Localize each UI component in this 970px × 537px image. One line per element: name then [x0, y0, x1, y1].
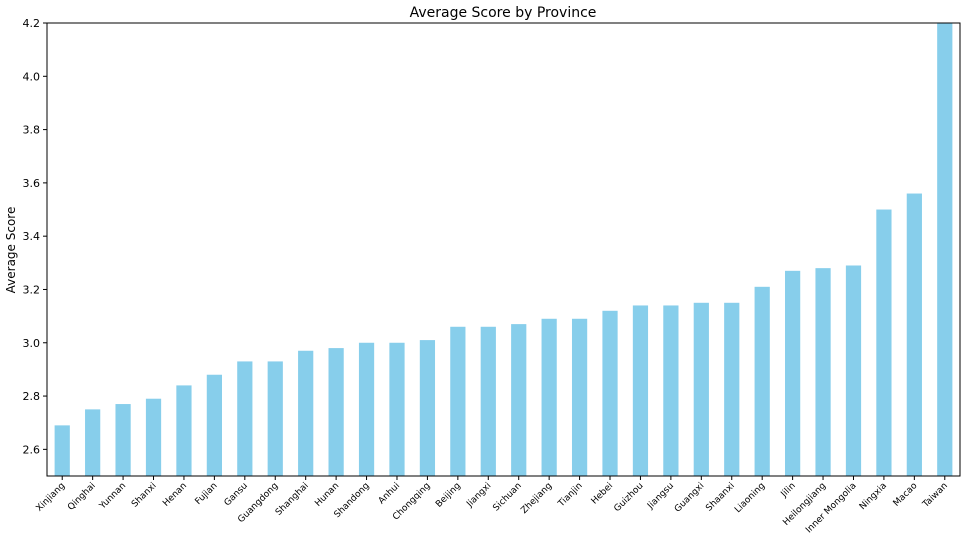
y-axis-label: Average Score	[4, 207, 18, 294]
x-tick-label: Henan	[161, 481, 189, 509]
x-tick-label: Liaoning	[733, 481, 767, 515]
bar-liaoning	[754, 286, 770, 476]
x-tick-label: Taiwan	[920, 481, 949, 510]
bar-tianjin	[571, 318, 588, 476]
y-tick-label: 3.4	[23, 230, 41, 243]
bar-hunan	[328, 348, 344, 476]
bar-ningxia	[876, 209, 892, 476]
bar-beijing	[450, 326, 466, 476]
y-tick-label: 3.0	[23, 337, 41, 350]
bar-guizhou	[632, 305, 649, 476]
plot-frame	[46, 22, 961, 477]
x-tick-label: Gansu	[223, 481, 250, 508]
bar-guangdong	[267, 361, 283, 476]
bar-fujian	[206, 374, 222, 476]
y-axis-ticks: 2.6 2.8 3.0 3.2 3.4 3.6 3.8 4.0 4.2	[23, 17, 47, 456]
bar-yunnan	[115, 404, 131, 476]
x-tick-label: Jiangsu	[645, 481, 676, 512]
bar-shanxi	[145, 398, 162, 476]
bar-guangxi	[693, 302, 709, 476]
y-tick-label: 2.8	[23, 390, 41, 403]
x-tick-label: Beijing	[434, 481, 463, 510]
chart-title: Average Score by Province	[410, 5, 597, 21]
bar-xinjiang	[54, 425, 70, 476]
bar-jiangxi	[480, 326, 496, 476]
bar-inner-mongolia	[845, 265, 862, 476]
bar-anhui	[389, 342, 405, 476]
x-tick-label: Jiangxi	[464, 481, 493, 510]
bar-shandong	[358, 342, 375, 476]
bar-macao	[906, 193, 922, 477]
x-tick-label: Qinghai	[66, 481, 98, 513]
bar-sichuan	[511, 324, 527, 476]
x-tick-label: Ningxia	[858, 481, 889, 512]
y-tick-label: 4.0	[23, 70, 41, 83]
x-tick-label: Hebei	[590, 481, 616, 507]
x-tick-label: Hunan	[313, 481, 341, 509]
x-tick-label: Jilin	[779, 481, 798, 500]
bar-henan	[176, 385, 192, 476]
x-tick-label: Shaanxi	[704, 481, 737, 514]
x-tick-label: Tianjin	[556, 481, 585, 510]
bar-gansu	[237, 361, 253, 476]
x-tick-label: Shanghai	[274, 481, 311, 518]
y-tick-label: 4.2	[23, 17, 41, 30]
bar-qinghai	[85, 409, 101, 476]
y-tick-label: 3.8	[23, 124, 41, 137]
y-tick-label: 3.2	[23, 283, 41, 296]
bar-heilongjiang	[815, 268, 831, 476]
x-tick-label: Zhejiang	[519, 481, 554, 516]
x-tick-label: Guangxi	[673, 481, 707, 515]
bar-zhejiang	[541, 318, 557, 476]
bars-group	[54, 23, 953, 477]
x-tick-label: Anhui	[377, 481, 402, 506]
x-tick-label: Shanxi	[130, 481, 159, 510]
bar-jilin	[785, 270, 801, 476]
bar-shanghai	[298, 350, 314, 476]
bar-chongqing	[419, 340, 436, 476]
bar-jiangsu	[663, 305, 679, 476]
bar-taiwan	[937, 23, 953, 476]
bar-shaanxi	[724, 302, 740, 476]
y-tick-label: 3.6	[23, 177, 41, 190]
x-tick-label: Macao	[892, 481, 920, 509]
x-tick-label: Xinjiang	[35, 481, 68, 514]
x-tick-label: Guizhou	[612, 481, 645, 514]
bar-hebei	[602, 310, 618, 476]
x-tick-label: Yunnan	[97, 481, 128, 512]
y-tick-label: 2.6	[23, 443, 41, 456]
x-tick-label: Fujian	[194, 481, 220, 507]
